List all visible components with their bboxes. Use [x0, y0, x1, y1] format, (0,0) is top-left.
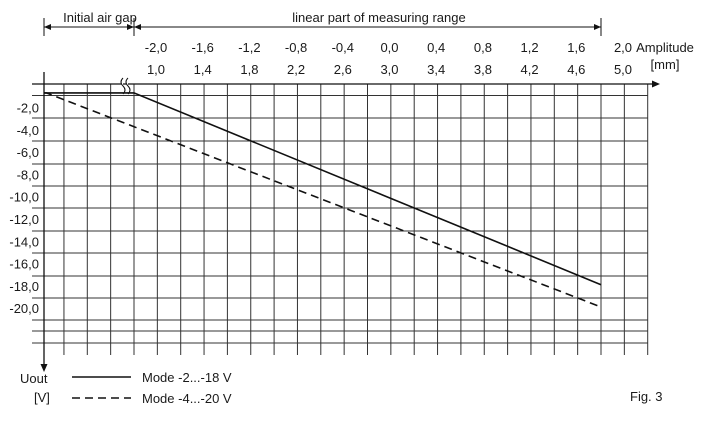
y-axis-arrow — [40, 364, 48, 372]
x-axis-arrow — [652, 80, 660, 88]
bottom-axis-tick-label: 3,4 — [427, 62, 445, 77]
top-axis-tick-label: -0,4 — [332, 40, 354, 55]
y-axis-tick-label: -20,0 — [9, 301, 39, 316]
x-axis-label: Amplitude — [636, 40, 694, 55]
range-arrow — [44, 24, 51, 30]
y-axis-tick-label: -4,0 — [17, 123, 39, 138]
y-axis-tick-label: -6,0 — [17, 145, 39, 160]
chart-grid — [32, 84, 649, 355]
bottom-axis-tick-label: 1,4 — [194, 62, 212, 77]
chart-legend: Mode -2...-18 V Mode -4...-20 V — [72, 370, 232, 406]
y-axis-tick-label: -14,0 — [9, 234, 39, 249]
top-axis-tick-label: 0,4 — [427, 40, 445, 55]
series-line-dashed — [44, 92, 602, 308]
bottom-axis-tick-labels: 1,0 1,4 1,8 2,2 2,6 3,0 3,4 3,8 4,2 4,6 5,0 — [147, 62, 632, 77]
y-axis-tick-label: -16,0 — [9, 257, 39, 272]
bottom-axis-tick-label: 4,6 — [567, 62, 585, 77]
figure-label: Fig. 3 — [630, 389, 663, 404]
top-axis-tick-label: 0,0 — [380, 40, 398, 55]
y-axis-tick-label: -12,0 — [9, 212, 39, 227]
x-axis-unit: [mm] — [651, 57, 680, 72]
legend-label: Mode -4...-20 V — [142, 391, 232, 406]
bottom-axis-tick-label: 4,2 — [521, 62, 539, 77]
bottom-axis-tick-label: 3,0 — [380, 62, 398, 77]
bottom-axis-tick-label: 1,8 — [240, 62, 258, 77]
top-axis-tick-label: -1,6 — [191, 40, 213, 55]
axis-break-mark — [125, 77, 131, 95]
range-arrow — [134, 24, 141, 30]
top-axis-tick-labels: -2,0 -1,6 -1,2 -0,8 -0,4 0,0 0,4 0,8 1,2 1,6 2,0 — [145, 40, 632, 55]
bottom-axis-tick-label: 2,6 — [334, 62, 352, 77]
y-axis-label: Uout — [20, 371, 48, 386]
linear-range-label: linear part of measuring range — [292, 10, 465, 25]
bottom-axis-tick-label: 2,2 — [287, 62, 305, 77]
y-axis-tick-label: -18,0 — [9, 279, 39, 294]
bottom-axis-tick-label: 5,0 — [614, 62, 632, 77]
top-axis-tick-label: -0,8 — [285, 40, 307, 55]
axis-break-mark — [120, 77, 126, 95]
top-axis-tick-label: 1,6 — [567, 40, 585, 55]
y-axis-tick-label: -10,0 — [9, 190, 39, 205]
air-gap-label: Initial air gap — [63, 10, 137, 25]
chart-text-labels: Uout [V] Amplitude [mm] Fig. 3 — [20, 40, 694, 405]
chart-series — [44, 92, 602, 308]
range-markers: Initial air gap linear part of measuring … — [43, 10, 602, 36]
y-axis-unit: [V] — [34, 390, 50, 405]
y-axis-tick-labels: -2,0 -4,0 -6,0 -8,0 -10,0 -12,0 -14,0 -16,0 -18,… — [9, 101, 39, 317]
chart-axes — [32, 72, 660, 372]
bottom-axis-tick-label: 3,8 — [474, 62, 492, 77]
top-axis-tick-label: 1,2 — [521, 40, 539, 55]
range-arrow — [594, 24, 601, 30]
y-axis-tick-label: -8,0 — [17, 167, 39, 182]
range-arrow — [127, 24, 134, 30]
series-line-solid — [44, 92, 602, 286]
top-axis-tick-label: -2,0 — [145, 40, 167, 55]
legend-label: Mode -2...-18 V — [142, 370, 232, 385]
top-axis-tick-label: 0,8 — [474, 40, 492, 55]
y-axis-tick-label: -2,0 — [17, 101, 39, 116]
top-axis-tick-label: -1,2 — [238, 40, 260, 55]
bottom-axis-tick-label: 1,0 — [147, 62, 165, 77]
top-axis-tick-label: 2,0 — [614, 40, 632, 55]
